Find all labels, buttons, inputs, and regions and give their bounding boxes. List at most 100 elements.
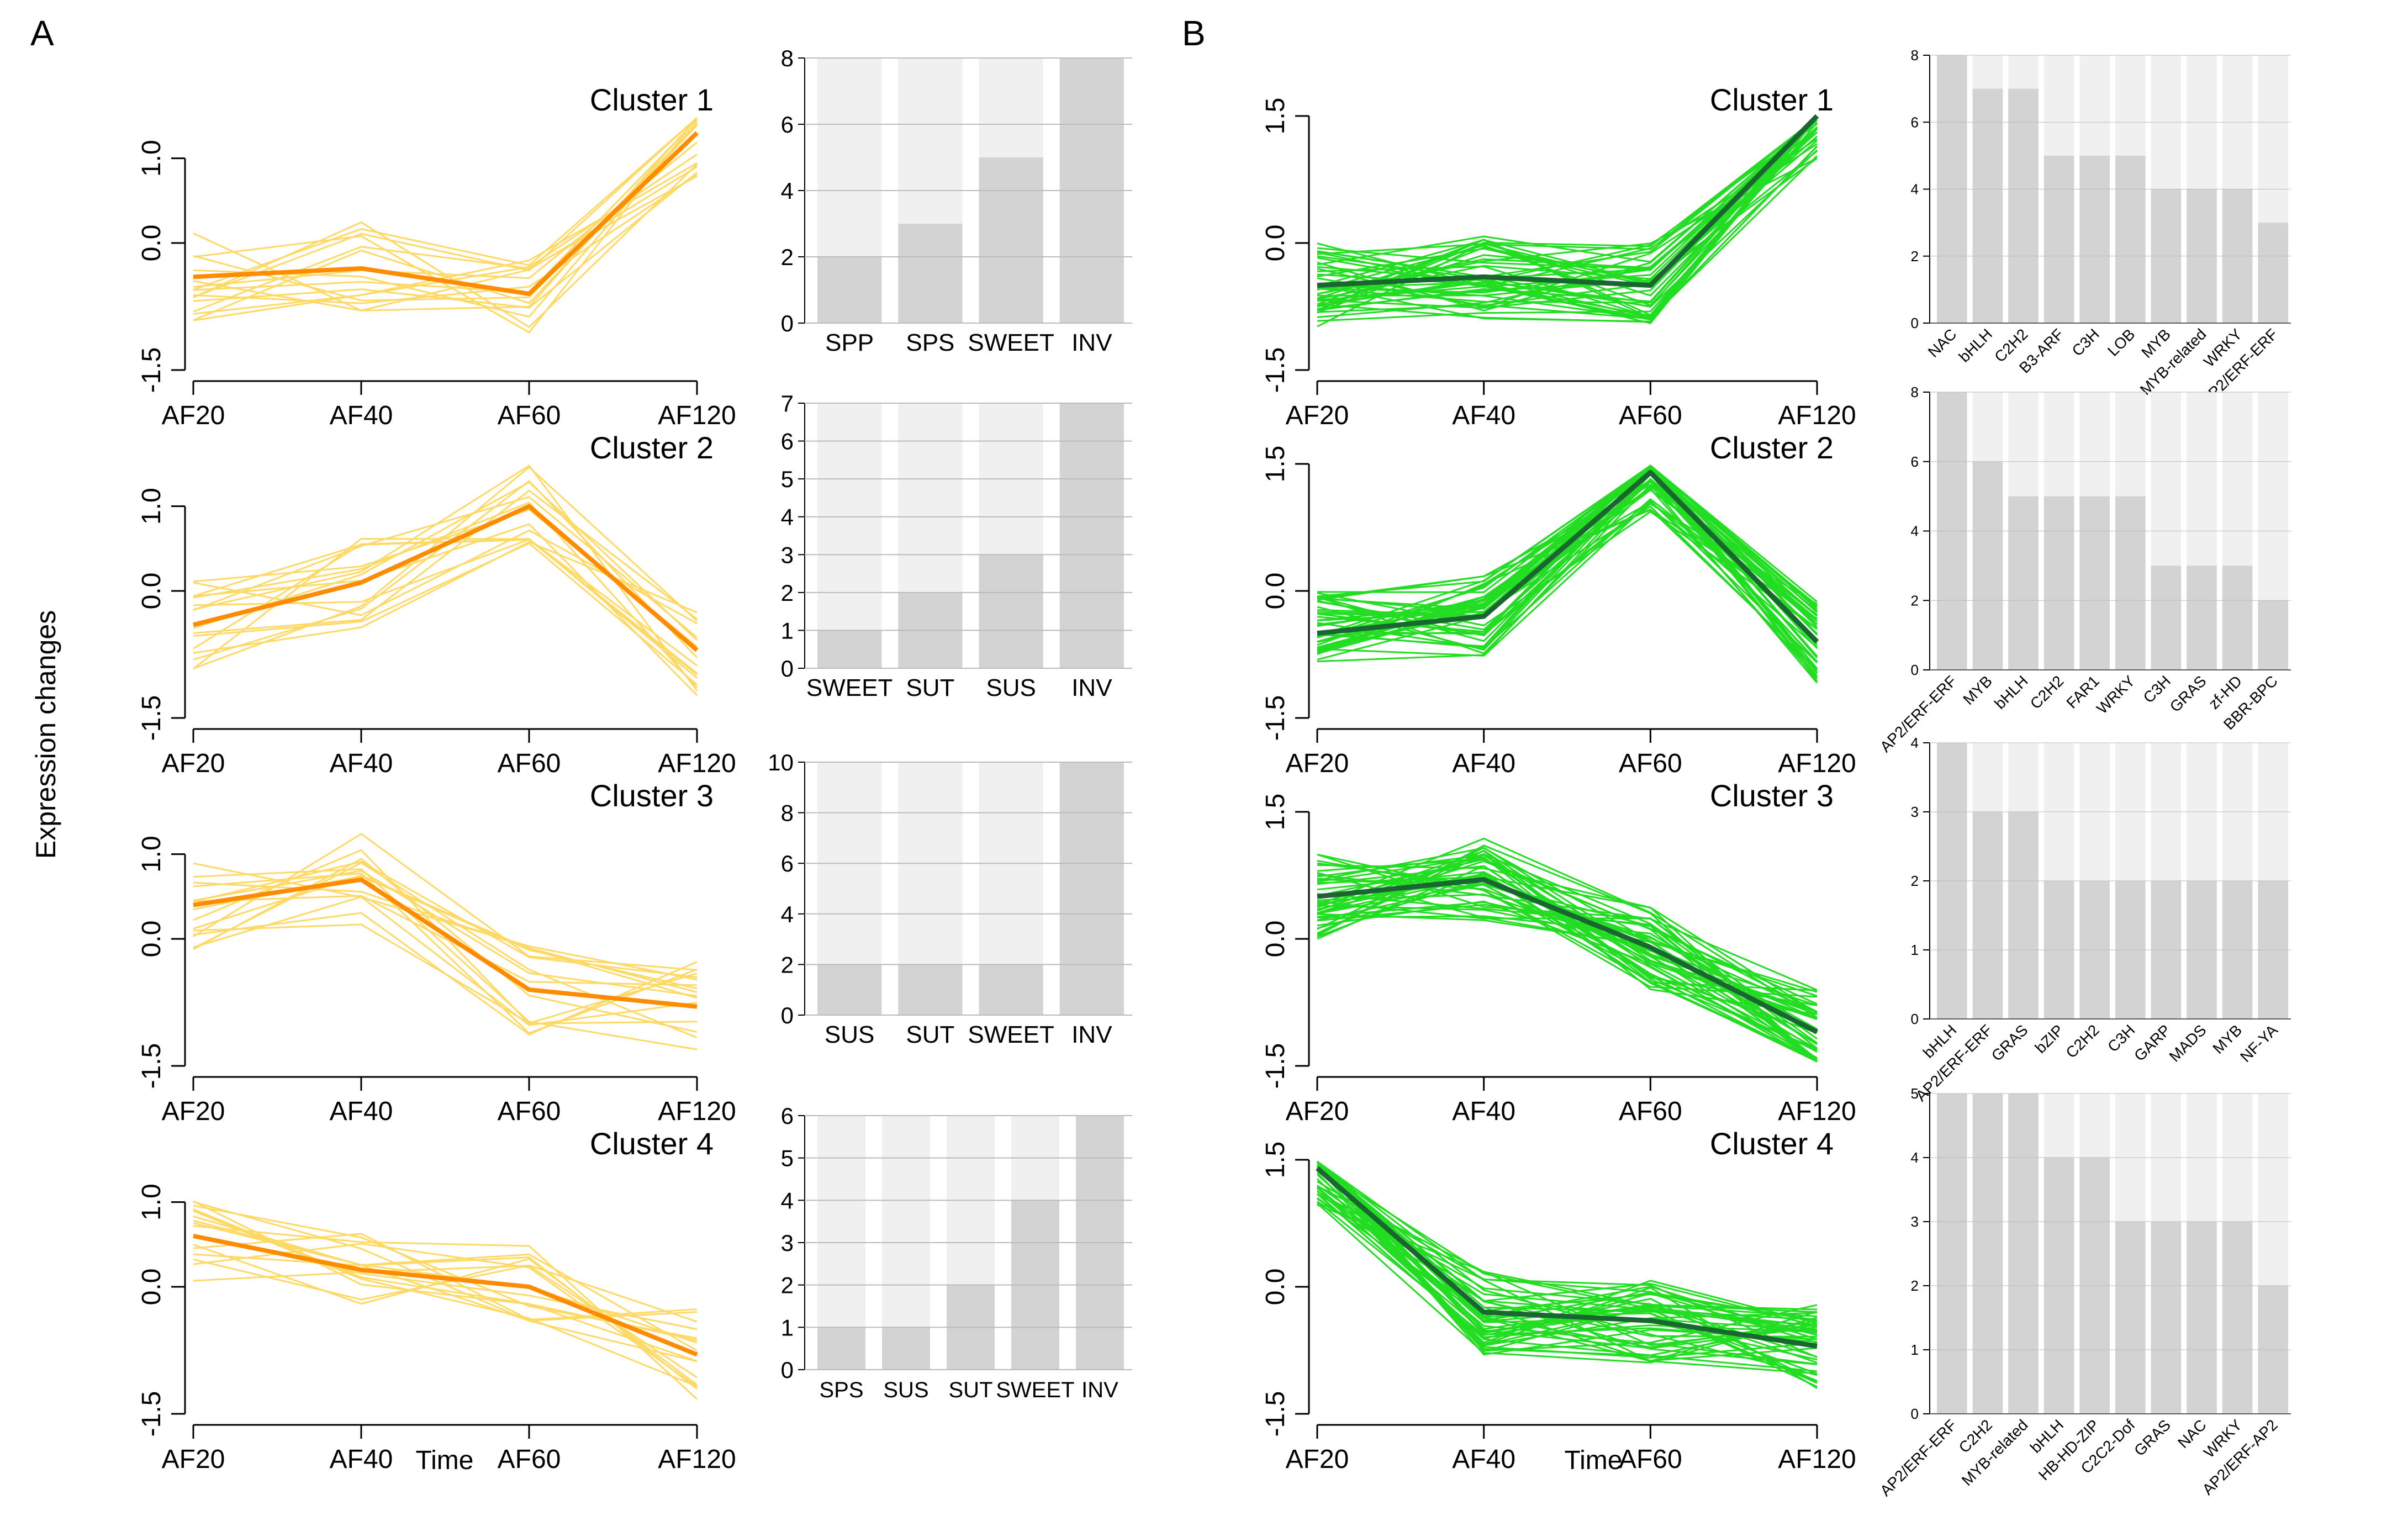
cluster-title: Cluster 1 — [590, 82, 714, 117]
bar-y-tick-label: 3 — [1911, 804, 1919, 820]
gene-profile-line — [193, 1222, 698, 1351]
bar-category-label: GRAS — [2167, 672, 2210, 715]
bar-category-label: MADS — [2166, 1021, 2210, 1065]
x-tick-label: AF120 — [1778, 1445, 1856, 1474]
bar-y-tick-label: 3 — [1911, 1213, 1919, 1230]
bar — [2258, 600, 2288, 670]
bar — [2043, 155, 2074, 323]
bar-y-tick-label: 0 — [1911, 1406, 1919, 1422]
y-tick-label: -1.5 — [137, 347, 166, 393]
bar — [2187, 566, 2217, 670]
bar — [2008, 496, 2039, 670]
bar-category-label: bZIP — [2032, 1021, 2067, 1057]
bar-category-label: SUT — [949, 1378, 993, 1402]
bar-y-tick-label: 3 — [781, 542, 794, 568]
bar — [979, 157, 1043, 323]
gene-profile-line — [1317, 874, 1818, 991]
gene-profile-line — [193, 1208, 698, 1341]
bar — [2008, 812, 2039, 1019]
x-tick-label: AF60 — [1619, 1445, 1682, 1474]
gene-profile-line — [193, 1210, 698, 1387]
bar — [979, 964, 1043, 1015]
bar-y-tick-label: 6 — [781, 429, 794, 455]
bar-y-tick-label: 6 — [781, 112, 794, 138]
bar — [1972, 461, 2003, 670]
bar-category-label: GRAS — [1988, 1021, 2031, 1064]
gene-profile-line — [1317, 117, 1818, 324]
cluster-title: Cluster 4 — [1710, 1126, 1834, 1161]
gene-profile-line — [193, 1258, 698, 1323]
gene-profile-line — [1317, 1166, 1818, 1388]
x-tick-label: AF40 — [330, 401, 393, 430]
y-tick-label: 0.0 — [137, 573, 166, 610]
x-tick-label: AF60 — [498, 749, 561, 778]
mean-profile-line — [1316, 1166, 1818, 1349]
bar-y-tick-label: 10 — [768, 749, 794, 775]
gene-profile-line — [193, 175, 698, 313]
y-tick-label: -1.5 — [1261, 1043, 1290, 1089]
bar — [898, 964, 963, 1015]
gene-profile-line — [1317, 119, 1818, 309]
bar-category-label: NAC — [1925, 325, 1960, 361]
panel-a-cluster-3-line-chart: -1.5 0.0 1.0 AF20 AF40 AF60 AF120 Cluster 3 — [137, 778, 736, 1126]
gene-profile-line — [1317, 894, 1818, 1051]
y-tick-label: 0.0 — [1261, 1269, 1290, 1306]
bar-y-tick-label: 2 — [781, 1272, 794, 1298]
bar — [882, 1327, 930, 1370]
x-tick-label: AF20 — [162, 401, 225, 430]
y-tick-label: 0.0 — [137, 225, 166, 262]
gene-profile-line — [1317, 505, 1818, 671]
y-tick-label: 1.5 — [1261, 446, 1290, 483]
bar-y-tick-label: 1 — [781, 1314, 794, 1340]
x-axis-title-b: Time — [1565, 1446, 1623, 1475]
gene-profile-line — [193, 174, 698, 304]
bar-category-label: INV — [1071, 674, 1112, 701]
bar-y-tick-label: 1 — [781, 617, 794, 643]
bar-category-label: NF-YA — [2237, 1021, 2281, 1065]
bar — [2043, 496, 2074, 670]
bar-y-tick-label: 6 — [781, 851, 794, 876]
gene-profile-line — [1317, 464, 1818, 670]
bar-y-tick-label: 5 — [781, 1145, 794, 1171]
y-tick-label: 0.0 — [137, 921, 166, 958]
gene-profile-line — [193, 489, 698, 634]
bar-y-tick-label: 5 — [1911, 1085, 1919, 1102]
cluster-title: Cluster 1 — [1710, 82, 1834, 117]
gene-profile-line — [193, 166, 698, 311]
x-axis-title-a: Time — [416, 1446, 474, 1475]
panel-b-cluster-3-line-chart: -1.5 0.0 1.5 AF20 AF40 AF60 AF120 Cluster 3 — [1261, 778, 1856, 1126]
bar-category-label: SPP — [825, 329, 874, 356]
y-tick-label: 0.0 — [1261, 573, 1290, 610]
bar-y-tick-label: 3 — [781, 1230, 794, 1256]
bar — [2222, 1222, 2253, 1414]
mean-profile-line — [1317, 114, 1819, 288]
panel-a-cluster-1-bar-chart: SPP SPS SWEET INV 0 2 4 6 8 — [781, 45, 1132, 356]
panel-a-cluster-3-bar-chart: SUS SUT SWEET INV 0 2 4 6 8 10 — [768, 749, 1132, 1048]
gene-profile-line — [193, 1219, 698, 1344]
bar — [2079, 496, 2110, 670]
gene-profile-line — [1317, 862, 1818, 1059]
x-tick-label: AF40 — [1452, 1445, 1515, 1474]
bar-category-label: MYB — [1960, 672, 1995, 708]
bar-y-tick-label: 4 — [781, 1187, 794, 1213]
x-tick-label: AF120 — [1778, 1097, 1856, 1126]
mean-profile-line — [193, 1234, 698, 1357]
gene-profile-line — [1317, 471, 1818, 610]
bar — [2222, 566, 2253, 670]
bar-category-label: GRAS — [2131, 1416, 2174, 1459]
bar-y-tick-label: 8 — [781, 800, 794, 826]
x-tick-label: AF40 — [330, 1445, 393, 1474]
panel-a-cluster-4-line-chart: -1.5 0.0 1.0 AF20 AF40 AF60 AF120 Cluster 4 — [137, 1126, 736, 1474]
bar-y-tick-label: 2 — [1911, 1277, 1919, 1294]
bar-category-label: C3H — [2068, 325, 2103, 360]
bar-y-tick-label: 4 — [1911, 523, 1919, 540]
x-tick-label: AF60 — [1619, 1097, 1682, 1126]
bar-category-label: SPS — [906, 329, 954, 356]
panel-b-cluster-4-bar-chart: AP2/ERF-ERFC2H2MYB-relatedbHLHHB-HD-ZIPC… — [1877, 1085, 2291, 1499]
bar — [1059, 403, 1124, 668]
bar-category-label: INV — [1071, 1021, 1112, 1048]
gene-profile-line — [1317, 466, 1818, 673]
panel-b-cluster-1-line-chart: -1.5 0.0 1.5 AF20 AF40 AF60 AF120 Cluster 1 — [1261, 82, 1856, 430]
